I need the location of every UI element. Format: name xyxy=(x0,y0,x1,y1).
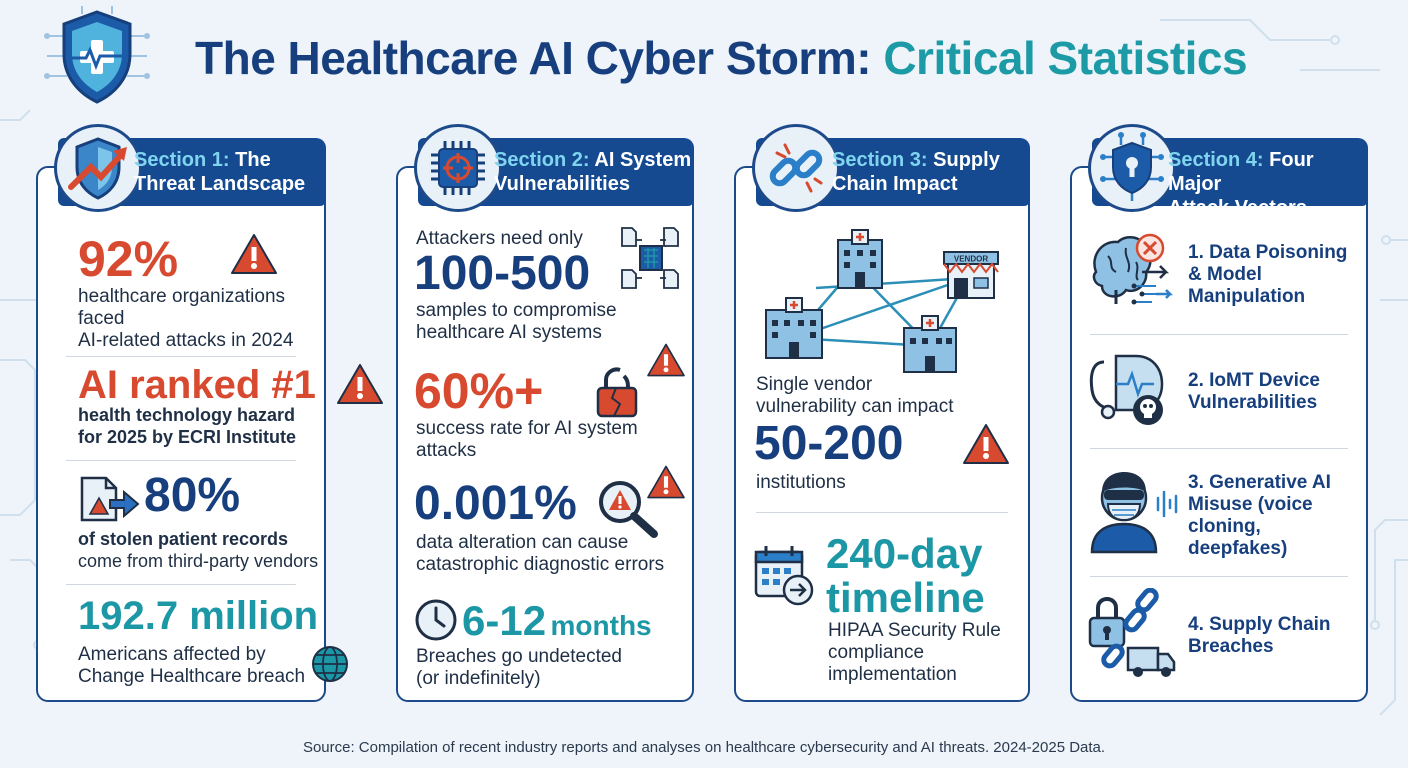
medical-device-skull-icon xyxy=(1089,354,1164,425)
section-header: Section 1: The Threat Landscape xyxy=(54,124,326,212)
vendor-network-illustration: VENDOR xyxy=(765,229,999,373)
section-label: Section 3: xyxy=(832,149,928,171)
stat-value: 80% xyxy=(144,469,241,522)
hospital-icon xyxy=(765,297,823,359)
stat-value-group: 6-12 months xyxy=(462,596,652,646)
stat-description: Breaches go undetected (or indefinitely) xyxy=(416,646,622,689)
attack-vector-label: 2. IoMT Device Vulnerabilities xyxy=(1188,370,1320,413)
stat-description: health technology hazard for 2025 by ECRI… xyxy=(78,405,297,447)
stat-description: data alteration can cause catastrophic di… xyxy=(416,532,665,575)
warning-icon xyxy=(231,234,277,274)
section-label: Section 4: xyxy=(1168,149,1264,171)
header: The Healthcare AI Cyber Storm: Critical … xyxy=(40,6,1380,106)
clock-icon xyxy=(415,599,457,641)
shield-trend-icon xyxy=(54,124,142,212)
stat-description: HIPAA Security Rule compliance implementat… xyxy=(828,620,1001,685)
vendor-sign-label: VENDOR xyxy=(954,255,988,264)
hospital-icon xyxy=(903,315,957,373)
stat-value: 50-200 xyxy=(754,417,904,470)
stat-description: healthcare organizations faced AI-related… xyxy=(78,286,294,351)
section-title-line1: Four Major xyxy=(1168,149,1314,195)
section-title: Section 2: AI System Vulnerabilities xyxy=(494,148,691,196)
calendar-arrow-icon xyxy=(754,546,814,606)
attack-vector-label: 3. Generative AI Misuse (voice cloning, dee… xyxy=(1188,472,1331,559)
stat-description: of stolen patient records come from third… xyxy=(78,529,319,571)
section-title: Section 3: Supply Chain Impact xyxy=(832,148,1000,196)
stat-prefix: Attackers need only xyxy=(416,228,583,249)
stat-value: 192.7 million xyxy=(78,594,319,638)
section-title-line2: Vulnerabilities xyxy=(494,173,630,195)
section-title-line1: Supply xyxy=(933,149,1000,171)
title-main: The Healthcare AI Cyber Storm: xyxy=(195,32,872,84)
stat-unit: months xyxy=(550,610,652,641)
section-card-threat-landscape: Section 1: The Threat Landscape 92% heal… xyxy=(36,124,383,702)
globe-icon xyxy=(312,646,348,682)
stat-prefix: Single vendor vulnerability can impact xyxy=(756,374,954,417)
attack-vector-label: 4. Supply Chain Breaches xyxy=(1188,614,1331,657)
stat-description: Americans affected by Change Healthcare b… xyxy=(78,644,306,687)
attack-vector-label: 1. Data Poisoning & Model Manipulation xyxy=(1188,242,1348,307)
data-samples-icon xyxy=(621,227,679,289)
stat-value: 0.001% xyxy=(414,477,577,530)
source-footnote: Source: Compilation of recent industry r… xyxy=(302,739,1106,756)
broken-lock-icon xyxy=(596,367,638,418)
section-title: Section 4: Four Major Attack Vectors xyxy=(1168,148,1368,220)
section-card-attack-vectors: Section 4: Four Major Attack Vectors 1. … xyxy=(1070,124,1368,702)
section-header: Section 3: Supply Chain Impact xyxy=(752,124,1030,212)
warning-icon xyxy=(963,424,1009,464)
stat-value: 60%+ xyxy=(414,363,544,419)
stat-value: 6-12 xyxy=(462,597,547,644)
section-title-line2: Threat Landscape xyxy=(134,173,306,195)
document-transfer-icon xyxy=(80,476,140,522)
stat-value: 100-500 xyxy=(414,247,591,300)
section-title-line2: Chain Impact xyxy=(832,173,958,195)
section-header: Section 4: Four Major Attack Vectors xyxy=(1088,124,1368,219)
warning-icon xyxy=(647,343,685,377)
section-title-line1: AI System xyxy=(594,149,692,171)
warning-icon xyxy=(647,465,685,499)
vendor-store-icon: VENDOR xyxy=(943,251,999,299)
title-accent: Critical Statistics xyxy=(883,32,1248,84)
magnifier-warning-icon xyxy=(599,481,658,538)
stat-description: success rate for AI system attacks xyxy=(416,418,638,461)
section-title-line1: The xyxy=(235,149,271,171)
section-label: Section 1: xyxy=(134,149,230,171)
medical-shield-icon xyxy=(44,6,150,104)
brain-poison-icon xyxy=(1092,233,1174,305)
stat-value: 92% xyxy=(78,231,179,287)
section-header: Section 2: AI System Vulnerabilities xyxy=(414,124,694,212)
chip-target-icon xyxy=(414,124,502,212)
page-title: The Healthcare AI Cyber Storm: Critical … xyxy=(195,32,1248,84)
section-card-ai-system-vulnerabilities: Section 2: AI System Vulnerabilities Att… xyxy=(396,124,694,702)
section-label: Section 2: xyxy=(494,149,590,171)
warning-icon xyxy=(337,364,383,404)
masked-person-voice-icon xyxy=(1090,472,1178,554)
stat-description: institutions xyxy=(756,472,846,493)
hospital-icon xyxy=(837,229,883,289)
stat-value: AI ranked #1 xyxy=(78,363,316,407)
stat-value: 240-day timeline xyxy=(826,530,985,621)
stat-description: samples to compromise healthcare AI syste… xyxy=(416,300,617,343)
broken-chain-truck-icon xyxy=(1088,588,1176,677)
shield-lock-circuit-icon xyxy=(1088,124,1176,212)
section-card-supply-chain-impact: Section 3: Supply Chain Impact xyxy=(734,124,1030,702)
broken-link-icon xyxy=(752,124,840,212)
section-title-line2: Attack Vectors xyxy=(1168,197,1307,219)
section-title: Section 1: The Threat Landscape xyxy=(134,148,305,196)
